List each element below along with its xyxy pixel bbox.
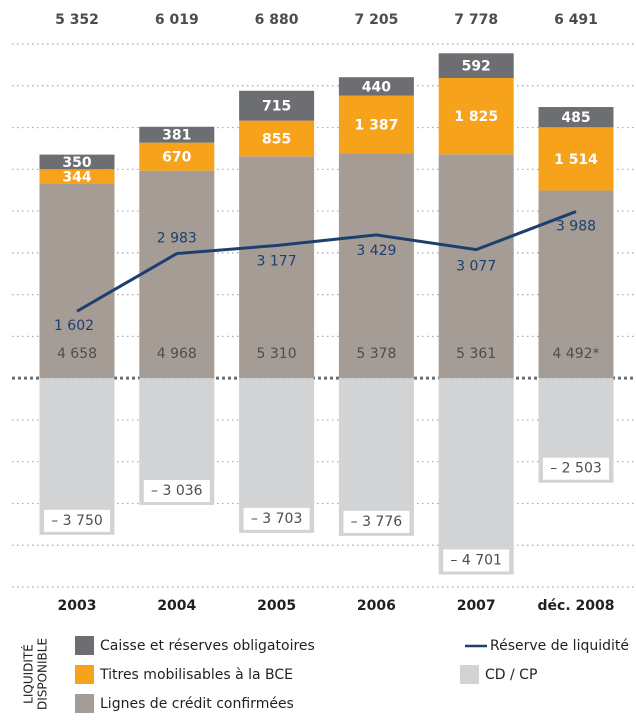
label-box [44,509,110,532]
label-box [343,510,410,533]
bar-segment [338,153,414,379]
data-label: 485 [561,110,590,126]
total-label: 6 491 [554,12,598,28]
x-tick-label: 2006 [357,598,396,614]
bar-segment [139,142,215,171]
data-label: 344 [62,169,91,185]
data-label: 381 [162,128,191,144]
data-label: 4 492* [552,346,599,362]
data-label: – 3 776 [351,514,403,530]
bar-segment [338,77,414,96]
data-label: 5 361 [456,346,496,362]
bar-segment [438,378,514,575]
label-box [543,457,609,480]
data-label: – 2 503 [550,461,602,477]
bar-segment [438,154,514,379]
bar-segment [239,120,315,157]
x-tick-label: 2005 [257,598,296,614]
data-label: 4 658 [57,346,97,362]
legend-swatch [460,665,479,684]
line [76,210,577,313]
bar-segment [239,156,315,379]
data-label: 5 310 [257,346,297,362]
data-label: 4 968 [157,346,197,362]
legend-label: Réserve de liquidité [490,638,629,654]
data-label: 592 [462,59,491,75]
x-tick-label: 2007 [457,598,496,614]
line-label: 3 429 [356,243,396,259]
legend-title: DISPONIBLE [36,638,50,710]
legend-title: LIQUIDITÉ [21,644,36,704]
legend-swatch [75,636,94,655]
bar-segment [538,107,614,128]
data-label: – 3 703 [251,511,303,527]
line-label: 3 177 [257,253,297,269]
total-label: 6 019 [155,12,199,28]
x-tick-label: 2004 [157,598,196,614]
data-label: 1 387 [354,118,398,134]
data-label: 855 [262,132,291,148]
line-label: 3 077 [456,259,496,275]
legend-swatch [75,694,94,713]
total-label: 7 205 [354,12,398,28]
line-label: 2 983 [157,231,197,247]
line-label: 3 988 [556,219,596,235]
bar-segment [39,169,115,184]
data-label: – 3 750 [51,513,103,529]
legend-swatch [75,665,94,684]
bar-segment [239,378,315,533]
bar-segment [338,378,414,536]
data-label: 1 825 [454,109,498,125]
bar-segment [438,53,514,79]
bar-segment [438,78,514,155]
label-box [443,549,510,572]
bar-segment [39,378,115,535]
legend-label: Titres mobilisables à la BCE [99,667,293,683]
total-label: 7 778 [454,12,498,28]
label-box [143,479,210,502]
x-tick-label: 2003 [58,598,97,614]
bar-segment [139,170,215,379]
data-label: 1 514 [554,152,598,168]
legend-label: Caisse et réserves obligatoires [100,638,315,654]
total-label: 5 352 [55,12,99,28]
data-label: – 3 036 [151,483,203,499]
data-label: 670 [162,150,191,166]
data-label: – 4 701 [450,553,502,569]
data-label: 5 378 [356,346,396,362]
data-label: 715 [262,99,291,115]
data-label: 350 [62,155,91,171]
legend-label: CD / CP [485,667,537,683]
bar-segment [39,154,115,170]
legend-label: Lignes de crédit confirmées [100,696,294,712]
bar-segment [39,183,115,379]
label-box [243,507,310,530]
data-label: 440 [362,79,391,95]
bar-segment [538,127,614,191]
bar-segment [239,90,315,121]
bar-segment [139,126,215,143]
line-label: 1 602 [54,318,94,334]
bar-segment [338,95,414,154]
x-tick-label: déc. 2008 [538,598,615,614]
total-label: 6 880 [255,12,299,28]
